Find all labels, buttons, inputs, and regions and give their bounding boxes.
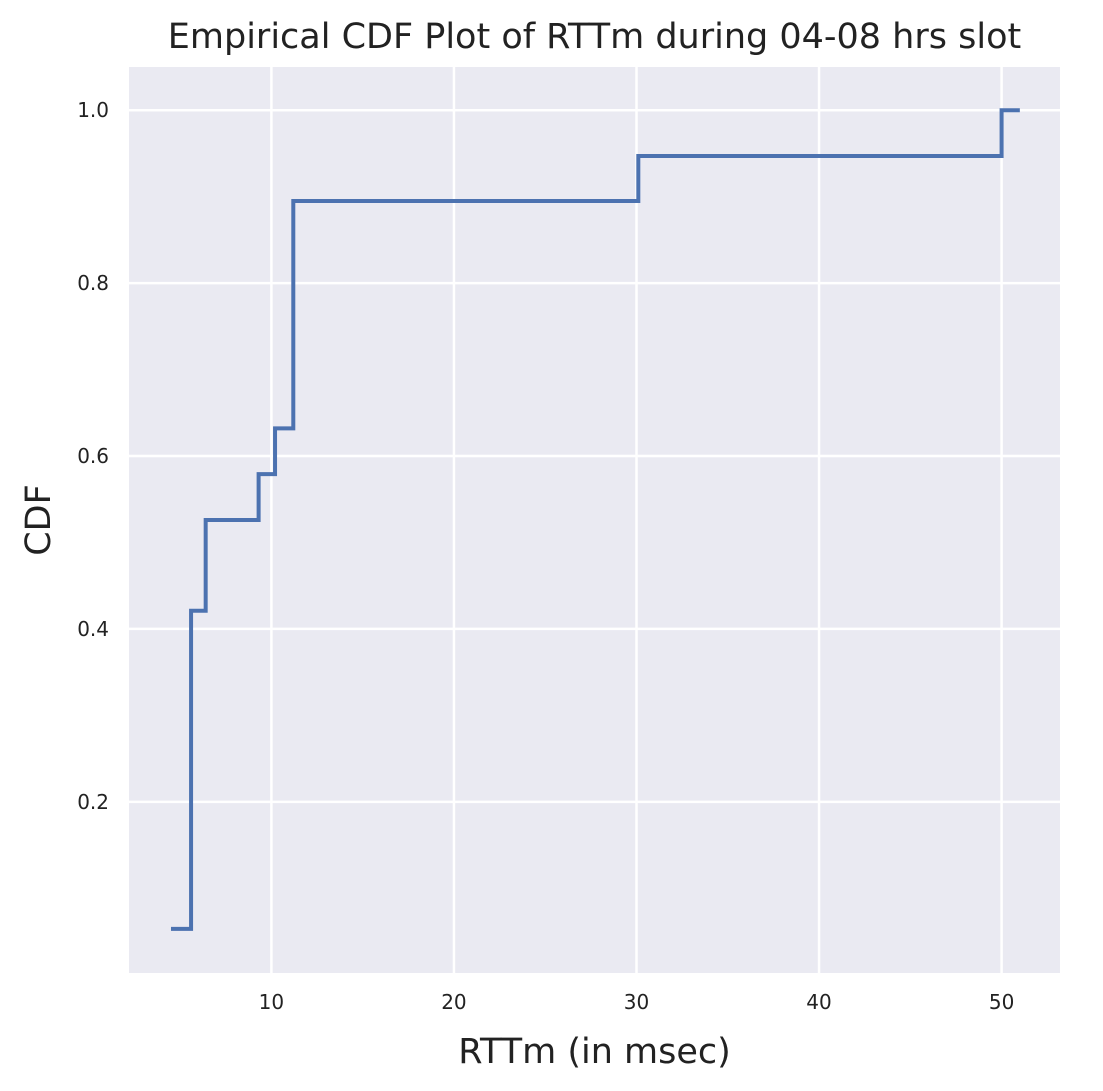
y-tick-label: 1.0 bbox=[77, 98, 109, 122]
series-layer bbox=[170, 108, 1020, 931]
x-tick-label: 20 bbox=[441, 990, 466, 1014]
x-tick-labels: 10 20 30 40 50 bbox=[259, 990, 1015, 1014]
x-axis-label: RTTm (in msec) bbox=[458, 1032, 731, 1072]
plot-background bbox=[129, 67, 1060, 973]
x-tick-label: 40 bbox=[806, 990, 831, 1014]
chart-title: Empirical CDF Plot of RTTm during 04-08 … bbox=[168, 17, 1021, 57]
x-tick-label: 30 bbox=[624, 990, 649, 1014]
y-axis-label: CDF bbox=[19, 484, 59, 556]
grid-lines bbox=[129, 67, 1060, 973]
y-tick-label: 0.4 bbox=[77, 617, 109, 641]
y-tick-label: 0.6 bbox=[77, 444, 109, 468]
y-tick-label: 0.2 bbox=[77, 790, 109, 814]
y-tick-labels: 0.2 0.4 0.6 0.8 1.0 bbox=[77, 98, 109, 814]
x-tick-label: 50 bbox=[989, 990, 1014, 1014]
x-tick-label: 10 bbox=[259, 990, 284, 1014]
ecdf-step-line bbox=[170, 108, 1020, 931]
y-tick-label: 0.8 bbox=[77, 271, 109, 295]
